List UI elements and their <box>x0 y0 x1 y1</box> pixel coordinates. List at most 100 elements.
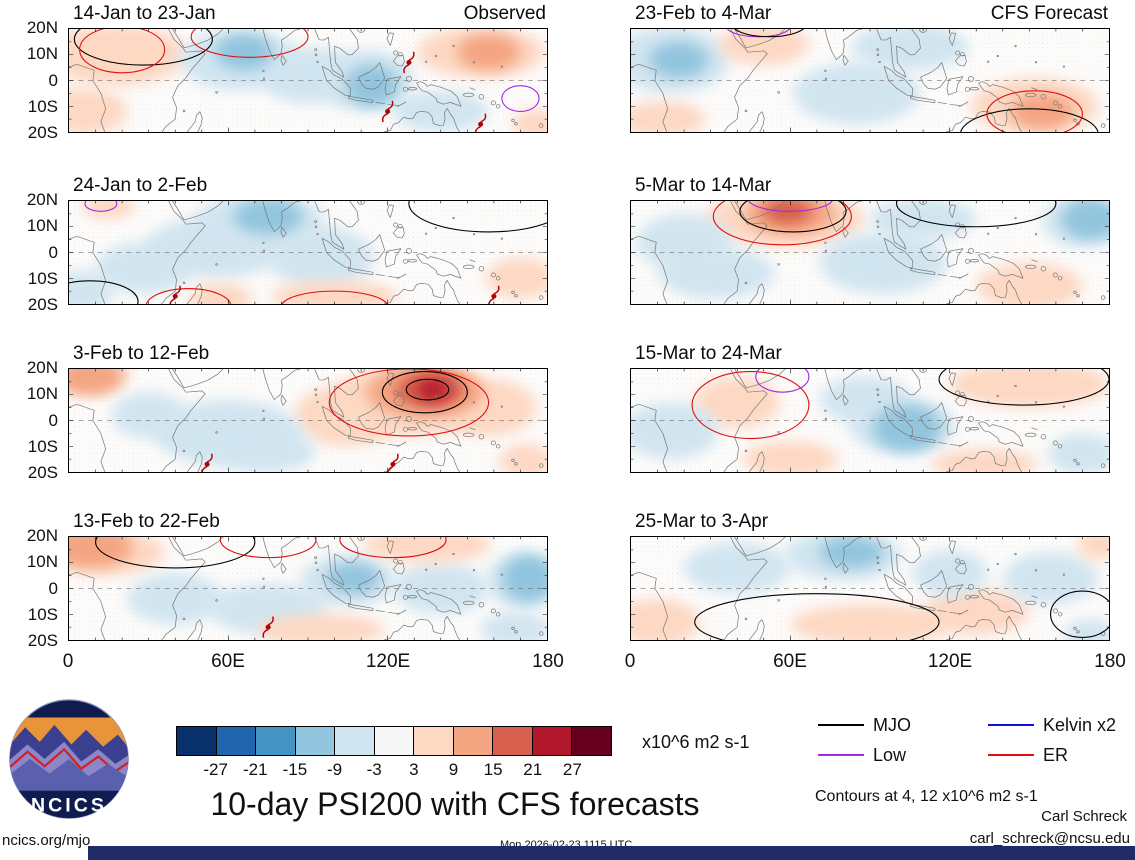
y-tick-label: 10N <box>26 216 58 236</box>
anomaly-blob <box>392 90 489 132</box>
panel-2: 24-Jan to 2-Feb <box>68 174 548 305</box>
anomaly-blob <box>501 555 547 602</box>
y-tick-label: 0 <box>48 242 58 262</box>
site-link[interactable]: ncics.org/mjo <box>2 832 91 849</box>
anomaly-blob <box>95 242 192 294</box>
legend-line-icon <box>818 753 864 757</box>
mjo-wave-contour <box>694 593 940 640</box>
colorbar-cell <box>531 726 573 756</box>
x-axis-labels: 0 60E 120E 180 <box>63 651 564 675</box>
panel-6: 5-Mar to 14-Mar <box>630 174 1110 305</box>
legend-item-mjo: MJO <box>818 714 911 736</box>
cyclone-icon <box>262 616 274 638</box>
panel-map <box>630 28 1110 133</box>
er-wave-contour <box>281 290 388 304</box>
cyclone-icon <box>403 51 415 74</box>
legend-label: ER <box>1043 744 1069 765</box>
x-tick-label: 0 <box>62 651 74 672</box>
anomaly-blob <box>69 88 128 132</box>
cyclone-icon <box>387 453 399 472</box>
er-wave-contour <box>79 29 166 74</box>
y-tick-label: 0 <box>48 410 58 430</box>
coastlines <box>631 29 1106 132</box>
logo-text: NCICS <box>31 794 107 816</box>
colorbar-cell <box>492 726 533 756</box>
axis-ticks <box>631 369 1109 472</box>
panel-title-row: 5-Mar to 14-Mar <box>635 174 1108 199</box>
bottom-bar <box>88 846 1135 860</box>
anomaly-blob <box>631 101 706 132</box>
anomaly-blob <box>233 201 303 235</box>
anomaly-blob <box>215 34 274 71</box>
contour-note: Contours at 4, 12 x10^6 m2 s-1 <box>815 788 1038 805</box>
y-tick-label: 10S <box>27 436 58 456</box>
anomaly-blob <box>1061 201 1109 240</box>
er-wave-contour <box>190 29 309 58</box>
legend-line-icon <box>988 753 1034 757</box>
anomaly-blob <box>819 231 948 294</box>
colorbar-units-label: x10^6 m2 s-1 <box>642 732 750 752</box>
anomaly-blob <box>485 257 547 299</box>
panel-title-row: 25-Mar to 3-Apr <box>635 510 1108 535</box>
anomaly-blob <box>657 247 775 299</box>
panel-map <box>630 536 1110 641</box>
coastlines <box>69 29 544 132</box>
colorbar-cell <box>176 726 217 756</box>
colorbar-tick-label: -27 <box>203 760 228 779</box>
anomaly-blob <box>188 283 253 304</box>
anomaly-blob <box>912 549 987 597</box>
anomaly-blob <box>111 392 186 439</box>
panel-title: 15-Mar to 24-Mar <box>635 343 782 364</box>
mjo-wave-contour <box>1050 590 1109 638</box>
cyclone-icon <box>488 285 500 304</box>
anomaly-blob <box>363 537 492 563</box>
legend: MJO Low Kelvin x2 ER <box>818 714 1130 778</box>
coastlines <box>631 369 1106 472</box>
mjo-wave-contour <box>405 378 450 401</box>
colorbar-cell <box>215 726 257 756</box>
low-wave-contour <box>748 201 833 212</box>
panel-8: 25-Mar to 3-Apr <box>630 510 1110 641</box>
anomaly-blob <box>270 280 399 304</box>
anomaly-blob <box>742 441 839 472</box>
anomaly-blob <box>631 598 701 640</box>
y-tick-label: 10S <box>27 604 58 624</box>
anomaly-blob <box>819 537 884 568</box>
anomaly-blob <box>345 65 399 107</box>
coastlines <box>631 537 1106 640</box>
x-tick-label: 0 <box>624 651 636 672</box>
anomaly-blob <box>718 29 809 66</box>
panel-map <box>68 536 548 641</box>
legend-line-icon <box>818 723 864 727</box>
y-tick-label: 20N <box>26 526 58 545</box>
anomaly-blob <box>499 443 547 472</box>
x-tick-label: 120E <box>365 651 411 672</box>
y-tick-label: 10N <box>26 44 58 64</box>
x-tick-label: 180 <box>532 651 564 672</box>
panel-title: 3-Feb to 12-Feb <box>73 343 210 364</box>
anomaly-blob <box>257 614 385 640</box>
y-tick-label: 0 <box>48 578 58 598</box>
column-header: Observed <box>463 3 546 24</box>
cyclone-icon <box>474 113 487 132</box>
x-axis-labels: 0 60E 120E 180 <box>625 651 1126 675</box>
y-tick-label: 20S <box>27 631 58 650</box>
mjo-wave-contour <box>408 201 547 233</box>
panel-title: 13-Feb to 22-Feb <box>73 511 220 532</box>
y-axis-labels: 20N 10N 0 10S 20S <box>10 526 62 650</box>
colorbar-tick-label: -15 <box>282 760 308 779</box>
low-wave-contour <box>501 85 540 112</box>
panel-map <box>68 28 548 133</box>
colorbar-tick-label: -9 <box>326 760 343 779</box>
figure-title: 10-day PSI200 with CFS forecasts <box>210 786 700 822</box>
anomaly-blob <box>872 405 942 452</box>
mjo-wave-contour <box>734 29 805 38</box>
colorbar-cell <box>413 726 454 756</box>
legend-item-er: ER <box>988 744 1068 766</box>
anomaly-blob <box>1010 93 1075 130</box>
legend-item-low: Low <box>818 744 906 766</box>
colorbar <box>176 726 613 756</box>
panel-title-row: 13-Feb to 22-Feb <box>73 510 546 535</box>
mjo-wave-contour <box>739 201 847 233</box>
y-axis-labels: 20N 10N 0 10S 20S <box>10 358 62 482</box>
